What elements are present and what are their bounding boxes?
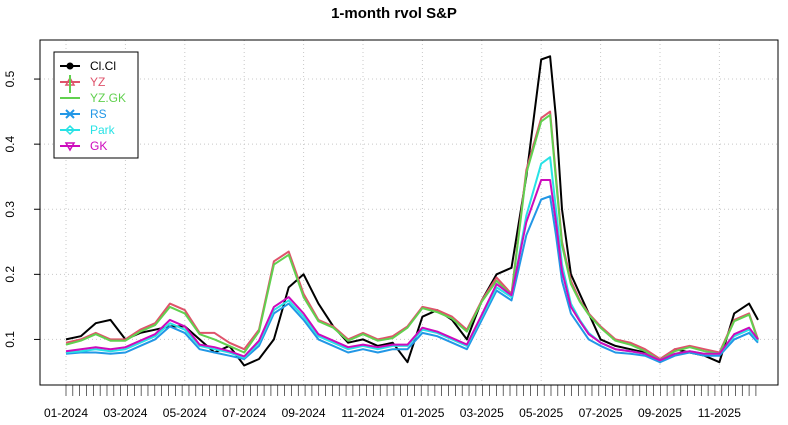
x-tick-label: 05-2024 [163, 406, 207, 420]
x-tick-label: 11-2025 [698, 406, 741, 420]
series-line-yz [65, 110, 759, 360]
series-line-park [65, 156, 759, 362]
series-lines [65, 55, 759, 367]
legend-marker-yz-gk [65, 75, 75, 99]
legend-marker-park [64, 124, 76, 136]
plot-frame [39, 39, 779, 386]
y-tick-label: 0.3 [3, 201, 17, 218]
gridlines [40, 40, 778, 385]
x-tick-label: 03-2025 [460, 406, 504, 420]
x-tick-label: 09-2025 [638, 406, 682, 420]
y-tick-label: 0.5 [3, 70, 17, 87]
series-line-rs [65, 195, 759, 364]
legend: Cl.Cl YZ YZ.GK RS Park GK [53, 51, 139, 159]
x-axis: 01-2024 03-2024 05-2024 07-2024 09-2024 11-20… [44, 385, 757, 420]
x-tick-label: 07-2025 [579, 406, 623, 420]
legend-label-yz: YZ [90, 75, 105, 89]
series-line-yz-gk [65, 113, 759, 362]
y-tick-label: 0.1 [3, 331, 17, 348]
chart-title: 1-month rvol S&P [331, 5, 457, 22]
x-tick-label: 03-2024 [103, 406, 147, 420]
y-axis: 0.1 0.2 0.3 0.4 0.5 [3, 70, 40, 348]
legend-marker-gk [64, 142, 76, 152]
legend-marker-cl-cl [66, 62, 74, 70]
legend-label-park: Park [90, 123, 116, 137]
legend-label-gk: GK [90, 139, 107, 153]
series-line-gk [65, 179, 759, 362]
x-tick-label: 05-2025 [519, 406, 563, 420]
x-tick-label: 01-2025 [400, 406, 444, 420]
x-tick-label: 09-2024 [282, 406, 326, 420]
x-tick-label: 01-2024 [44, 406, 88, 420]
legend-label-rs: RS [90, 107, 107, 121]
legend-box [53, 51, 139, 159]
legend-marker-rs [65, 109, 75, 119]
x-tick-label: 07-2024 [222, 406, 266, 420]
x-tick-label: 11-2024 [341, 406, 384, 420]
y-tick-label: 0.4 [3, 135, 17, 152]
y-tick-label: 0.2 [3, 266, 17, 283]
legend-label-yz-gk: YZ.GK [90, 91, 126, 105]
legend-label-cl-cl: Cl.Cl [90, 59, 116, 73]
